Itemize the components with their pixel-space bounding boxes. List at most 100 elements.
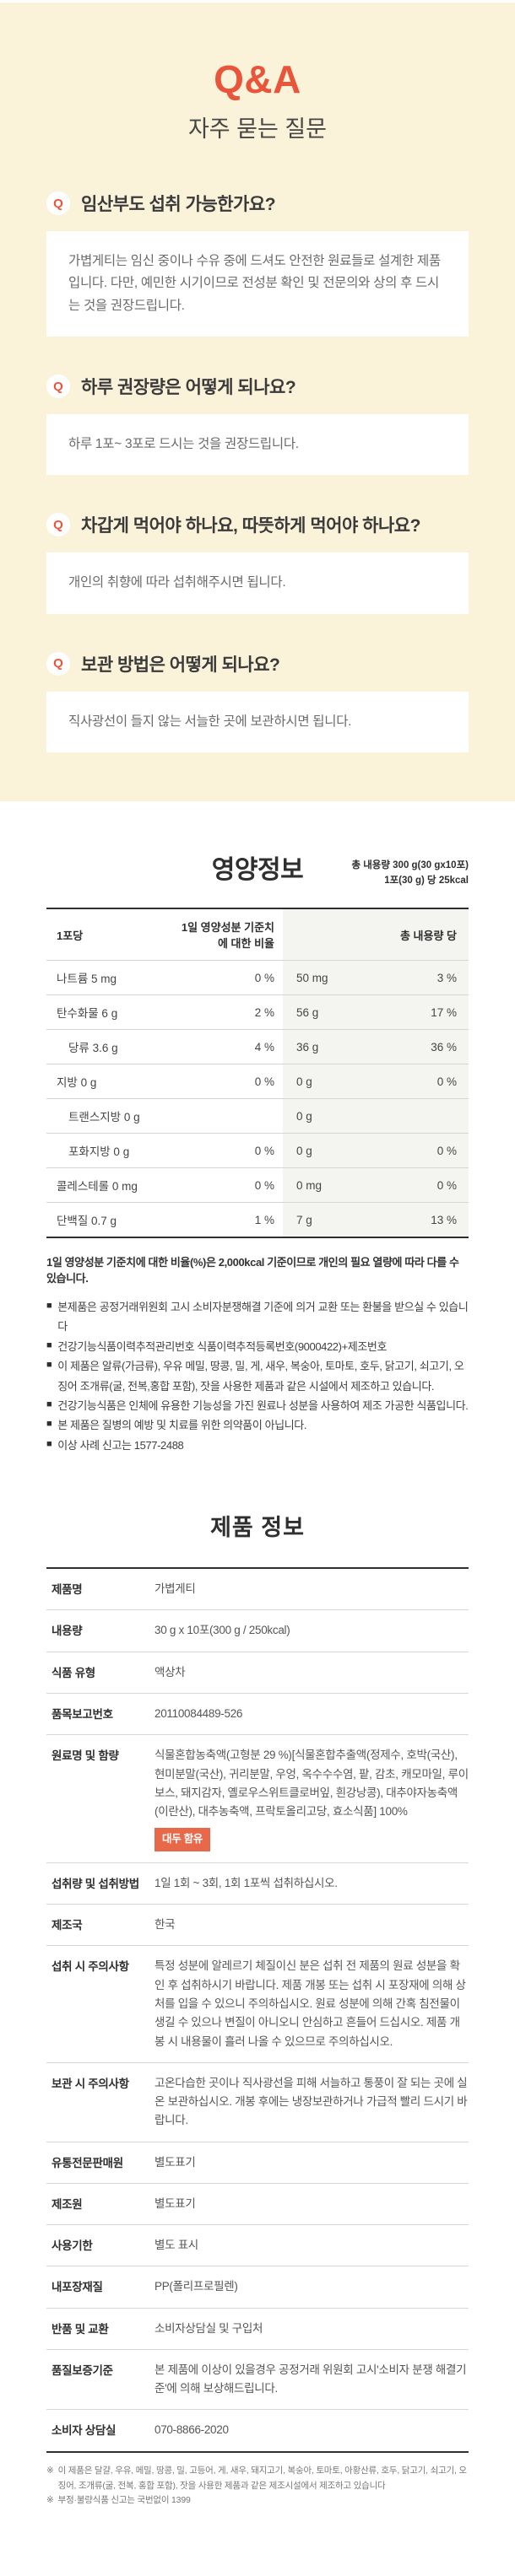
product-info-label: 소비자 상담실 [52, 2424, 117, 2438]
square-bullet-icon: ■ [46, 1438, 52, 1449]
product-info-value: PP(폴리프로필렌) [154, 2266, 469, 2307]
nutrient-daily-ratio: 1 % [254, 1213, 274, 1226]
nutrient-name: 당류 3.6 g [68, 1042, 118, 1055]
soy-contains-badge: 대두 함유 [154, 1828, 210, 1851]
nutrition-row: 콜레스테롤 0 mg 0 % 0 mg 0 % [46, 1168, 469, 1204]
col-header-blank [283, 909, 384, 961]
product-footnote-text: 부정·불량식품 신고는 국번없이 1399 [57, 2495, 191, 2506]
nutrition-row: 당류 3.6 g 4 % 36 g 36 % [46, 1030, 469, 1065]
nutrition-bullet-text: 건강기능식품은 인체에 유용한 기능성을 가진 원료나 성분을 사용하여 제조 … [57, 1399, 469, 1413]
nutrition-bullets: ■ 본제품은 공정거래위원회 고시 소비자분쟁해결 기준에 의거 교환 또는 환… [46, 1297, 469, 1455]
nutrition-header: 영양정보 총 내용량 300 g(30 gx10포) 1포(30 g) 당 25… [46, 849, 469, 886]
nutrient-total-ratio: 13 % [384, 1203, 469, 1237]
product-info-value-text: 별도표기 [154, 2196, 196, 2210]
nutrition-row: 트랜스지방 0 g 0 g [46, 1099, 469, 1134]
qna-list: Q 임산부도 섭취 가능한가요? 가볍게티는 임신 중이나 수유 중에 드셔도 … [46, 191, 469, 753]
product-info-row: 내용량 30 g x 10포(300 g / 250kcal) [46, 1610, 469, 1652]
nutrition-row: 나트륨 5 mg 0 % 50 mg 3 % [46, 961, 469, 996]
nutrition-bullet-item: ■ 이 제품은 알류(가금류), 우유 메밀, 땅콩, 밀, 게, 새우, 복숭… [46, 1356, 469, 1396]
product-info-label: 제품명 [52, 1583, 83, 1597]
product-info-row: 소비자 상담실 070-8866-2020 [46, 2410, 469, 2450]
product-info-value: 가볍게티 [154, 1569, 469, 1609]
qna-item: Q 임산부도 섭취 가능한가요? 가볍게티는 임신 중이나 수유 중에 드셔도 … [46, 191, 469, 337]
product-info-value: 소비자상담실 및 구입처 [154, 2309, 469, 2349]
nutrient-name: 탄수화물 6 g [57, 1007, 118, 1021]
product-info-row: 사용기한 별도 표시 [46, 2225, 469, 2267]
product-info-label: 섭취량 및 섭취방법 [52, 1877, 139, 1890]
product-info-value: 본 제품에 이상이 있을경우 공정거래 위원회 고시'소비자 분쟁 해결기준'에… [154, 2350, 469, 2410]
nutrient-total-amount: 0 mg [283, 1168, 384, 1203]
product-info-row: 유통전문판매원 별도표기 [46, 2142, 469, 2184]
nutrition-bullet-item: ■ 본 제품은 질병의 예방 및 치료를 위한 의약품이 아닙니다. [46, 1415, 469, 1435]
nutrition-row: 지방 0 g 0 % 0 g 0 % [46, 1064, 469, 1100]
nutrient-name: 트랜스지방 0 g [68, 1111, 140, 1124]
nutrition-row: 탄수화물 6 g 2 % 56 g 17 % [46, 995, 469, 1031]
nutrition-table: 1포당 1일 영양성분 기준치에 대한 비율 총 내용량 당 나트륨 5 mg … [46, 908, 469, 1239]
q-badge-icon: Q [46, 375, 70, 399]
product-info-value: 한국 [154, 1905, 469, 1945]
qna-question-text: 차갑게 먹어야 하나요, 따뜻하게 먹어야 하나요? [81, 516, 420, 536]
product-footnotes: ※ 이 제품은 달걀, 우유, 메밀, 땅콩, 밀, 고등어, 게, 새우, 돼… [46, 2464, 469, 2509]
product-info-label: 사용기한 [52, 2239, 93, 2253]
product-info-table: 제품명 가볍게티 내용량 30 g x 10포(300 g / 250kcal) [46, 1567, 469, 2453]
qna-answer-box: 직사광선이 들지 않는 서늘한 곳에 보관하시면 됩니다. [46, 691, 469, 753]
product-info-row: 반품 및 교환 소비자상담실 및 구입처 [46, 2309, 469, 2350]
nutrient-total-ratio: 0 % [384, 1064, 469, 1099]
nutrition-bullet-text: 본 제품은 질병의 예방 및 치료를 위한 의약품이 아닙니다. [57, 1419, 307, 1432]
nutrition-bullet-item: ■ 이상 사례 신고는 1577-2488 [46, 1436, 469, 1455]
bottom-whitespace [0, 2542, 515, 2576]
nutrition-per-pack-kcal: 1포(30 g) 당 25kcal [384, 876, 469, 887]
product-info-row: 섭취 시 주의사항 특정 성분에 알레르기 체질이신 분은 섭취 전 제품의 원… [46, 1946, 469, 2063]
qna-question-row: Q 하루 권장량은 어떻게 되나요? [46, 374, 469, 399]
qna-question-text: 임산부도 섭취 가능한가요? [81, 195, 276, 214]
nutrition-bullet-item: ■ 건강기능식품이력추적관리번호 식품이력추적등록번호(9000422)+제조번… [46, 1337, 469, 1356]
nutrient-total-amount: 50 mg [283, 961, 384, 995]
product-info-row: 식품 유형 액상차 [46, 1652, 469, 1694]
nutrient-total-amount: 56 g [283, 995, 384, 1030]
nutrient-daily-ratio: 0 % [254, 1144, 274, 1157]
nutrition-bullet-text: 이 제품은 알류(가금류), 우유 메밀, 땅콩, 밀, 게, 새우, 복숭아,… [57, 1360, 464, 1393]
nutrient-total-amount: 36 g [283, 1030, 384, 1064]
product-info-label: 제조국 [52, 1919, 83, 1932]
nutrient-total-amount: 0 g [283, 1099, 384, 1134]
nutrition-bullet-item: ■ 건강기능식품은 인체에 유용한 기능성을 가진 원료나 성분을 사용하여 제… [46, 1396, 469, 1415]
square-bullet-icon: ■ [46, 1399, 52, 1410]
product-info-label: 보관 시 주의사항 [52, 2077, 129, 2090]
product-info-label: 반품 및 교환 [52, 2322, 109, 2336]
square-bullet-icon: ■ [46, 1301, 52, 1312]
product-info-value-text: 별도 표시 [154, 2239, 198, 2252]
product-info-row: 원료명 및 함량 식물혼합농축액(고형분 29 %)[식물혼합추출액(정제수, … [46, 1735, 469, 1863]
q-badge-icon: Q [46, 191, 70, 215]
product-info-value-text: 고온다습한 곳이나 직사광선을 피해 서늘하고 통풍이 잘 되는 곳에 실온 보… [154, 2076, 468, 2127]
qna-question-row: Q 보관 방법은 어떻게 되나요? [46, 651, 469, 676]
col-header-daily-ratio: 1일 영양성분 기준치에 대한 비율 [181, 921, 274, 951]
product-info-value-text: 한국 [154, 1918, 176, 1932]
reference-mark-icon: ※ [46, 2495, 54, 2506]
nutrient-name: 포화지방 0 g [68, 1145, 130, 1159]
product-info-label: 품목보고번호 [52, 1707, 113, 1721]
nutrient-daily-ratio: 2 % [254, 1005, 274, 1019]
product-info-value: 별도 표시 [154, 2225, 469, 2266]
product-info-title: 제품 정보 [210, 1515, 305, 1541]
product-info-value: 액상차 [154, 1652, 469, 1693]
qna-question-row: Q 임산부도 섭취 가능한가요? [46, 191, 469, 216]
nutrient-total-ratio: 0 % [384, 1134, 469, 1168]
qna-item: Q 하루 권장량은 어떻게 되나요? 하루 1포~ 3포로 드시는 것을 권장드… [46, 374, 469, 476]
product-info-value: 070-8866-2020 [154, 2410, 469, 2450]
product-info-value-text: 액상차 [154, 1665, 186, 1679]
nutrient-total-ratio: 36 % [384, 1030, 469, 1064]
product-info-label: 내포장재질 [52, 2281, 103, 2294]
qna-question-text: 보관 방법은 어떻게 되나요? [81, 655, 280, 675]
nutrition-note: 1일 영양성분 기준치에 대한 비율(%)은 2,000kcal 기준이므로 개… [46, 1256, 459, 1285]
product-info-row: 보관 시 주의사항 고온다습한 곳이나 직사광선을 피해 서늘하고 통풍이 잘 … [46, 2063, 469, 2142]
product-info-label: 유통전문판매원 [52, 2156, 123, 2169]
product-info-row: 제조국 한국 [46, 1905, 469, 1947]
product-info-value-text: 식물혼합농축액(고형분 29 %)[식물혼합추출액(정제수, 호박(국산), 현… [154, 1749, 469, 1819]
nutrient-total-amount: 0 g [283, 1064, 384, 1099]
product-info-value: 20110084489-526 [154, 1694, 469, 1734]
nutrient-name: 콜레스테롤 0 mg [57, 1180, 138, 1194]
product-info-value: 식물혼합농축액(고형분 29 %)[식물혼합추출액(정제수, 호박(국산), 현… [154, 1735, 469, 1862]
product-footnote-item: ※ 부정·불량식품 신고는 국번없이 1399 [46, 2493, 469, 2509]
reference-mark-icon: ※ [46, 2465, 54, 2476]
product-info-label: 식품 유형 [52, 1666, 95, 1679]
